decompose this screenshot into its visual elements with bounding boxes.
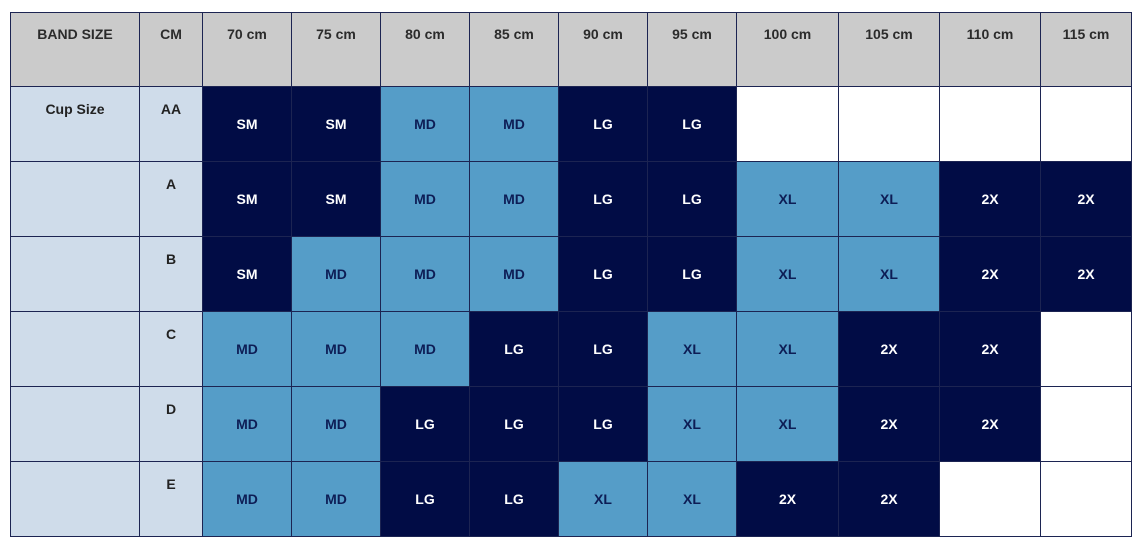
header-95cm: 95 cm: [647, 12, 737, 87]
size-cell: LG: [469, 311, 559, 387]
size-cell: 2X: [838, 311, 940, 387]
size-cell: LG: [469, 461, 559, 537]
size-cell: XL: [736, 236, 839, 312]
table-row: C MD MD MD LG LG XL XL 2X 2X: [10, 311, 1132, 387]
size-cell: LG: [380, 386, 470, 462]
size-cell: XL: [647, 461, 737, 537]
size-cell: LG: [558, 386, 648, 462]
cup-cell: A: [139, 161, 203, 237]
size-cell: [736, 86, 839, 162]
cup-size-label-cell: [10, 236, 140, 312]
size-cell: [838, 86, 940, 162]
size-cell: MD: [202, 461, 292, 537]
header-80cm: 80 cm: [380, 12, 470, 87]
cup-cell: E: [139, 461, 203, 537]
size-cell: XL: [558, 461, 648, 537]
cup-cell: C: [139, 311, 203, 387]
size-chart-table: BAND SIZE CM 70 cm 75 cm 80 cm 85 cm 90 …: [10, 12, 1132, 537]
size-cell: SM: [202, 86, 292, 162]
cup-size-label-cell: [10, 461, 140, 537]
size-cell: LG: [558, 161, 648, 237]
size-cell: LG: [558, 311, 648, 387]
cup-size-label-cell: Cup Size: [10, 86, 140, 162]
size-cell: LG: [647, 86, 737, 162]
header-115cm: 115 cm: [1040, 12, 1132, 87]
size-cell: MD: [469, 161, 559, 237]
table-row: E MD MD LG LG XL XL 2X 2X: [10, 461, 1132, 537]
size-cell: XL: [736, 161, 839, 237]
size-cell: SM: [202, 236, 292, 312]
size-cell: SM: [291, 86, 381, 162]
size-cell: XL: [736, 311, 839, 387]
size-cell: MD: [469, 86, 559, 162]
size-cell: LG: [647, 236, 737, 312]
header-cm: CM: [139, 12, 203, 87]
header-110cm: 110 cm: [939, 12, 1041, 87]
size-cell: 2X: [838, 386, 940, 462]
size-cell: MD: [469, 236, 559, 312]
size-cell: XL: [838, 161, 940, 237]
cup-size-label-cell: [10, 161, 140, 237]
size-cell: 2X: [939, 311, 1041, 387]
header-75cm: 75 cm: [291, 12, 381, 87]
size-cell: [939, 86, 1041, 162]
size-cell: MD: [291, 461, 381, 537]
size-cell: [1040, 311, 1132, 387]
table-row: D MD MD LG LG LG XL XL 2X 2X: [10, 386, 1132, 462]
size-cell: 2X: [736, 461, 839, 537]
size-cell: LG: [380, 461, 470, 537]
size-cell: 2X: [1040, 236, 1132, 312]
header-100cm: 100 cm: [736, 12, 839, 87]
header-row: BAND SIZE CM 70 cm 75 cm 80 cm 85 cm 90 …: [10, 12, 1132, 87]
size-cell: MD: [202, 311, 292, 387]
size-cell: 2X: [939, 386, 1041, 462]
size-cell: 2X: [939, 236, 1041, 312]
size-cell: [1040, 86, 1132, 162]
header-105cm: 105 cm: [838, 12, 940, 87]
size-cell: XL: [838, 236, 940, 312]
cup-cell: D: [139, 386, 203, 462]
size-cell: XL: [736, 386, 839, 462]
size-cell: LG: [647, 161, 737, 237]
size-cell: [939, 461, 1041, 537]
size-cell: MD: [380, 236, 470, 312]
header-85cm: 85 cm: [469, 12, 559, 87]
table-row: A SM SM MD MD LG LG XL XL 2X 2X: [10, 161, 1132, 237]
size-cell: 2X: [838, 461, 940, 537]
table-row: Cup Size AA SM SM MD MD LG LG: [10, 86, 1132, 162]
size-cell: MD: [291, 236, 381, 312]
size-cell: MD: [380, 86, 470, 162]
cup-size-label-cell: [10, 386, 140, 462]
size-cell: MD: [291, 311, 381, 387]
cup-cell: B: [139, 236, 203, 312]
size-cell: SM: [291, 161, 381, 237]
size-cell: XL: [647, 311, 737, 387]
size-cell: MD: [380, 161, 470, 237]
size-cell: [1040, 386, 1132, 462]
header-90cm: 90 cm: [558, 12, 648, 87]
header-band-size: BAND SIZE: [10, 12, 140, 87]
size-cell: SM: [202, 161, 292, 237]
cup-cell: AA: [139, 86, 203, 162]
size-cell: MD: [380, 311, 470, 387]
size-cell: MD: [202, 386, 292, 462]
size-cell: [1040, 461, 1132, 537]
cup-size-label-cell: [10, 311, 140, 387]
size-cell: LG: [469, 386, 559, 462]
size-cell: LG: [558, 236, 648, 312]
size-chart-body: Cup Size AA SM SM MD MD LG LG A SM SM MD MD LG LG XL XL 2…: [10, 86, 1132, 537]
header-70cm: 70 cm: [202, 12, 292, 87]
table-row: B SM MD MD MD LG LG XL XL 2X 2X: [10, 236, 1132, 312]
size-cell: XL: [647, 386, 737, 462]
size-cell: MD: [291, 386, 381, 462]
size-cell: LG: [558, 86, 648, 162]
size-cell: 2X: [939, 161, 1041, 237]
size-cell: 2X: [1040, 161, 1132, 237]
